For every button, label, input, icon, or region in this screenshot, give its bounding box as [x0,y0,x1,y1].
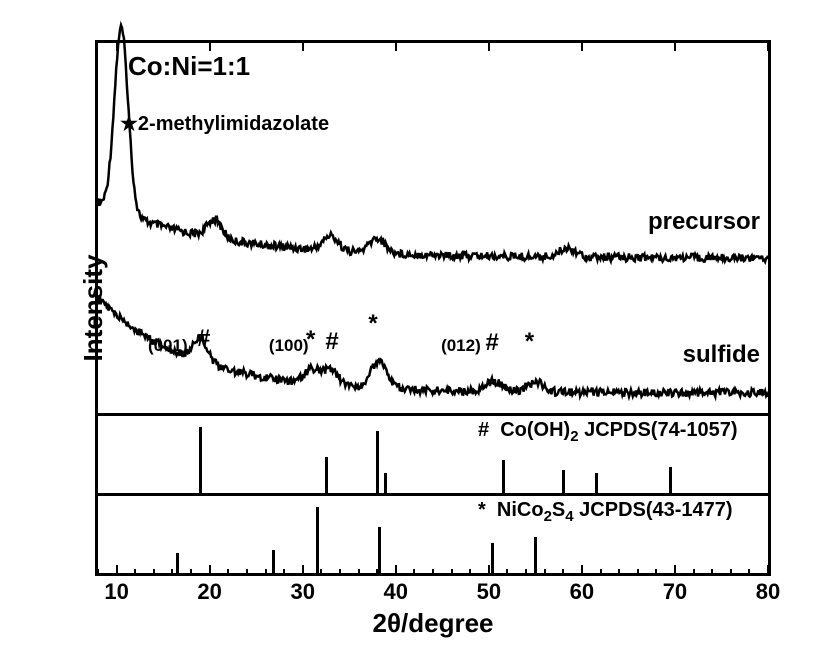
x-tick-minor [711,569,713,575]
x-tick-label: 40 [384,579,408,605]
x-tick-major [116,565,118,575]
x-tick-minor [190,569,192,575]
x-tick-minor [637,569,639,575]
plot-area: Intensity Co:Ni=1:1 ★2-methylimidazolate… [95,40,771,576]
ref-stick [176,553,179,573]
x-tick-minor [413,569,415,575]
peak-marker-hash: # [197,325,210,353]
x-tick-minor [339,569,341,575]
x-tick-minor [432,569,434,575]
miller-index: (012) [441,336,481,356]
x-tick-major-top [488,41,490,51]
miller-index: (100) [269,336,309,356]
trace-precursor [98,25,768,262]
ref-stick [272,550,275,573]
x-tick-minor [693,569,695,575]
x-tick-minor [618,569,620,575]
ref-stick [316,507,319,573]
x-tick-major-top [767,41,769,51]
ref-stick [384,473,387,493]
x-tick-major [488,565,490,575]
x-tick-major-top [209,41,211,51]
x-tick-minor [469,569,471,575]
peak-marker-star: * [525,328,534,356]
x-tick-major-top [581,41,583,51]
x-tick-minor [748,569,750,575]
x-tick-label: 60 [570,579,594,605]
xrd-figure: Intensity Co:Ni=1:1 ★2-methylimidazolate… [0,0,823,662]
ref-stick [562,470,565,493]
x-tick-minor [506,569,508,575]
ref-stick [378,527,381,573]
x-tick-major-top [116,41,118,51]
x-tick-major [302,565,304,575]
x-tick-minor [97,569,99,575]
ref-stick [502,460,505,493]
x-tick-major-top [395,41,397,51]
ref-sticks-nico2s4 [98,493,768,573]
x-tick-minor [246,569,248,575]
x-tick-label: 80 [756,579,780,605]
x-tick-minor [153,569,155,575]
x-tick-minor [525,569,527,575]
x-tick-minor [227,569,229,575]
x-tick-minor [562,569,564,575]
x-tick-label: 50 [477,579,501,605]
x-axis-label: 2θ/degree [373,608,494,639]
ref-sticks-cooh2 [98,413,768,493]
ref-stick [325,457,328,493]
x-tick-major [395,565,397,575]
x-tick-minor [451,569,453,575]
peak-marker-hash: # [325,328,338,356]
x-tick-major [767,565,769,575]
x-tick-major [209,565,211,575]
miller-index: (001) [148,336,188,356]
x-tick-minor [283,569,285,575]
x-tick-major [674,565,676,575]
x-tick-minor [730,569,732,575]
x-tick-label: 30 [290,579,314,605]
x-tick-minor [358,569,360,575]
ref-stick [534,537,537,573]
x-tick-major-top [674,41,676,51]
peak-marker-hash: # [485,329,498,357]
x-tick-major-top [302,41,304,51]
x-tick-minor [544,569,546,575]
ref-stick [491,543,494,573]
x-tick-minor [265,569,267,575]
peak-marker-star: * [368,310,377,338]
x-tick-label: 20 [197,579,221,605]
x-tick-label: 70 [663,579,687,605]
ref-stick [376,431,379,493]
ref-stick [669,467,672,493]
x-tick-minor [655,569,657,575]
x-tick-label: 10 [104,579,128,605]
peak-marker-star: * [306,326,315,354]
x-tick-minor [376,569,378,575]
x-tick-minor [320,569,322,575]
x-tick-major [581,565,583,575]
x-tick-minor [134,569,136,575]
x-tick-minor [600,569,602,575]
ref-stick [595,473,598,493]
ref-stick [199,427,202,493]
x-tick-minor [171,569,173,575]
